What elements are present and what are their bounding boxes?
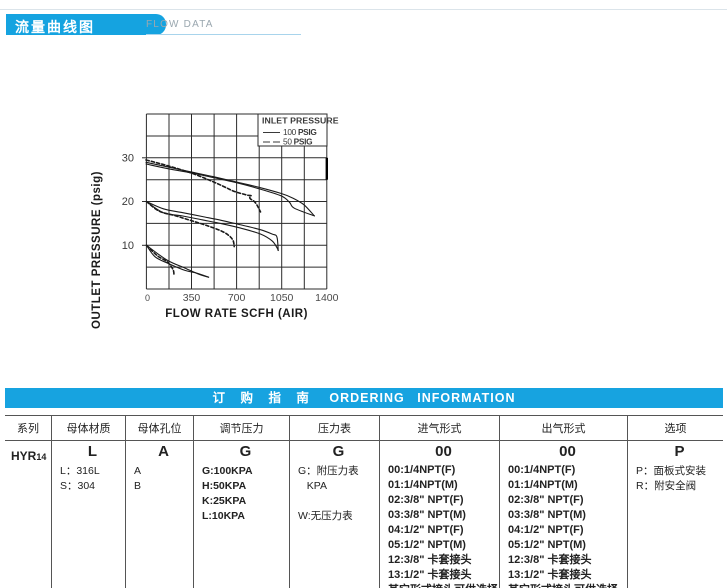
svg-text:700: 700 [228, 292, 246, 304]
svg-text:10: 10 [122, 240, 134, 252]
svg-text:1400: 1400 [315, 292, 339, 304]
svg-text:FLOW RATE SCFH (AIR): FLOW RATE SCFH (AIR) [165, 308, 308, 320]
svg-text:50 PSIG: 50 PSIG [283, 137, 312, 147]
svg-text:20: 20 [122, 196, 134, 208]
svg-text:350: 350 [183, 292, 201, 304]
svg-text:0: 0 [145, 293, 150, 303]
svg-text:100 PSIG: 100 PSIG [283, 127, 317, 137]
svg-text:OUTLET PRESSURE (psig): OUTLET PRESSURE (psig) [91, 171, 103, 329]
svg-text:INLET PRESSURE: INLET PRESSURE [262, 116, 339, 126]
svg-text:1050: 1050 [270, 292, 294, 304]
svg-text:30: 30 [122, 153, 134, 165]
